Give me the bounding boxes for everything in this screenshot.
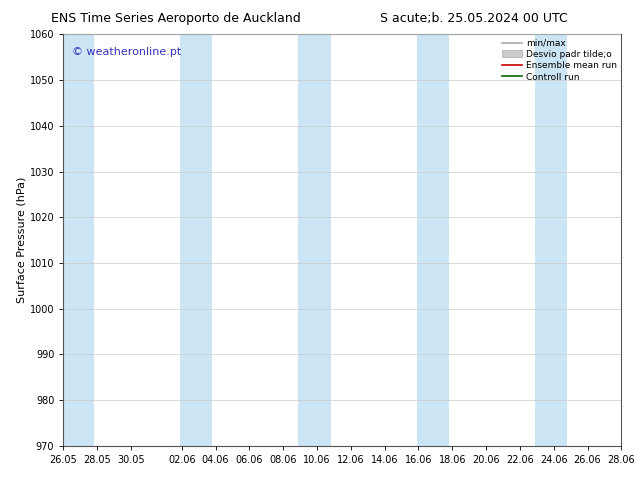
Bar bbox=[535, 34, 567, 446]
Y-axis label: Surface Pressure (hPa): Surface Pressure (hPa) bbox=[17, 177, 27, 303]
Text: ENS Time Series Aeroporto de Auckland: ENS Time Series Aeroporto de Auckland bbox=[51, 12, 301, 25]
Bar bbox=[299, 34, 330, 446]
Bar bbox=[417, 34, 449, 446]
Text: © weatheronline.pt: © weatheronline.pt bbox=[72, 47, 181, 57]
Text: S acute;b. 25.05.2024 00 UTC: S acute;b. 25.05.2024 00 UTC bbox=[380, 12, 568, 25]
Bar bbox=[180, 34, 212, 446]
Legend: min/max, Desvio padr tilde;o, Ensemble mean run, Controll run: min/max, Desvio padr tilde;o, Ensemble m… bbox=[500, 36, 619, 84]
Bar bbox=[61, 34, 94, 446]
